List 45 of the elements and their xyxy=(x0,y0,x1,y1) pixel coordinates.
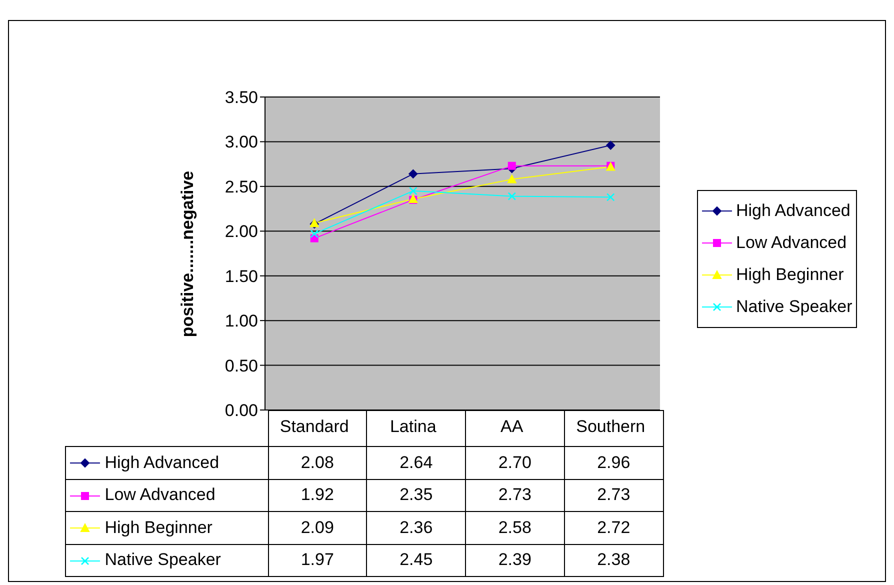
y-tick-label: 0.50 xyxy=(224,356,258,376)
data-label: 1.92 xyxy=(268,479,367,512)
point xyxy=(507,174,516,184)
data-label: 2.08 xyxy=(268,446,367,479)
data-label: 2.58 xyxy=(466,512,564,544)
text: Low Advanced xyxy=(104,485,216,504)
data-label: 2.73 xyxy=(466,479,564,512)
text: High Beginner xyxy=(104,518,212,537)
y-tick-label: 3.50 xyxy=(224,88,258,108)
y-tick-label: 1.50 xyxy=(224,266,258,286)
point xyxy=(606,140,616,150)
data-label: 2.09 xyxy=(268,512,367,544)
y-axis-title: positive.......negative xyxy=(178,170,198,338)
x-tick-label: AA xyxy=(500,417,524,436)
point xyxy=(408,186,418,196)
y-tick-label: 1.00 xyxy=(224,312,258,331)
data-label: 2.96 xyxy=(564,446,663,479)
data-label: 2.39 xyxy=(466,544,564,576)
data-label: 2.64 xyxy=(366,446,466,479)
data-label: 2.70 xyxy=(466,446,564,479)
data-label: 2.45 xyxy=(366,544,466,576)
data-label: 2.36 xyxy=(366,512,466,544)
x-tick-label: Standard xyxy=(280,417,349,436)
x-tick-label: Latina xyxy=(390,417,437,436)
point xyxy=(408,169,418,178)
legend-label: Native Speaker xyxy=(736,297,852,317)
y-tick-label: 2.50 xyxy=(224,177,258,196)
data-label: 2.38 xyxy=(564,544,663,576)
text: Native Speaker xyxy=(104,550,221,570)
y-tick-label: 0.00 xyxy=(224,401,258,420)
y-tick-label: 2.00 xyxy=(224,222,258,242)
x-tick-label: Southern xyxy=(576,417,646,436)
legend-label: Low Advanced xyxy=(736,233,847,253)
point xyxy=(508,162,516,170)
data-label: 2.72 xyxy=(564,512,663,544)
legend-label: High Beginner xyxy=(736,265,844,285)
data-label: 1.97 xyxy=(268,544,367,576)
point xyxy=(606,193,615,202)
data-label: 2.35 xyxy=(366,479,466,512)
point xyxy=(508,192,516,200)
data-label: 2.73 xyxy=(564,479,663,512)
text: High Advanced xyxy=(104,452,220,472)
point xyxy=(310,230,319,238)
y-tick-label: 3.00 xyxy=(224,132,258,152)
legend-label: High Advanced xyxy=(736,201,850,221)
